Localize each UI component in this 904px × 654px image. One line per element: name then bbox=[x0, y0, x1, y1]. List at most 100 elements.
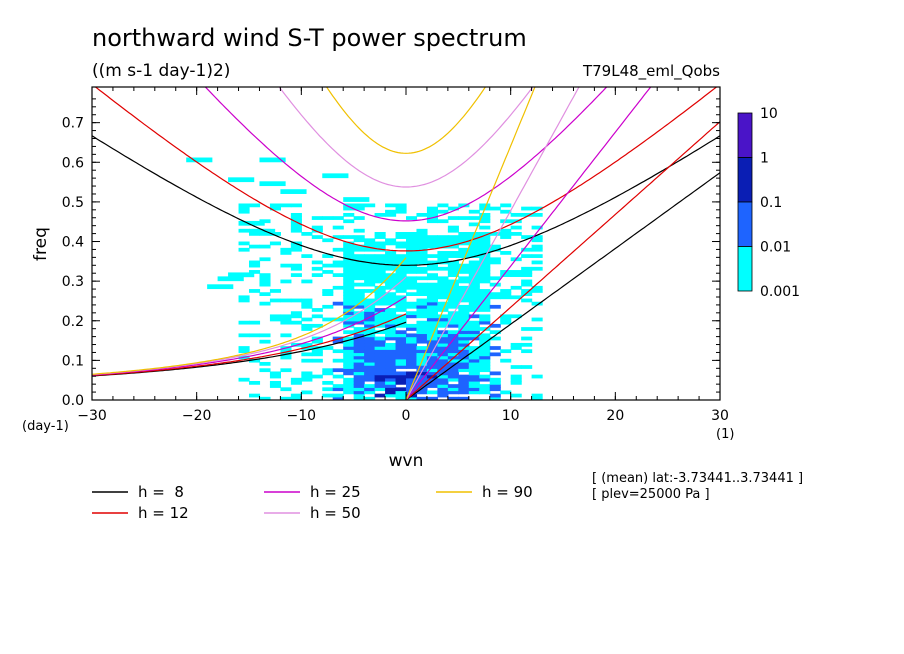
spectrum-cell bbox=[406, 285, 418, 290]
spectrum-cell bbox=[426, 254, 438, 258]
spectrum-cell bbox=[406, 380, 418, 385]
spectrum-cell bbox=[259, 292, 271, 297]
spectrum-cell bbox=[395, 323, 407, 328]
spectrum-cell bbox=[521, 336, 533, 341]
spectrum-cell bbox=[500, 228, 512, 233]
spectrum-cell bbox=[343, 320, 355, 325]
spectrum-cell bbox=[500, 314, 512, 319]
spectrum-cell bbox=[426, 241, 438, 246]
spectrum-cell bbox=[395, 339, 407, 344]
spectrum-cell bbox=[468, 292, 480, 297]
spectrum-cell bbox=[249, 228, 276, 234]
spectrum-cell bbox=[364, 304, 376, 309]
spectrum-cell bbox=[479, 358, 491, 363]
spectrum-cell bbox=[489, 323, 501, 328]
legend-label: h = 25 bbox=[310, 483, 361, 501]
spectrum-cell bbox=[489, 247, 501, 252]
spectrum-cell bbox=[395, 308, 407, 312]
spectrum-cell bbox=[479, 333, 491, 338]
x-tick-label: −30 bbox=[77, 408, 107, 424]
spectrum-cell bbox=[269, 374, 281, 379]
spectrum-cell bbox=[447, 317, 459, 322]
spectrum-cell bbox=[238, 295, 250, 300]
spectrum-cell bbox=[437, 282, 449, 287]
spectrum-cell bbox=[447, 301, 459, 306]
spectrum-cell bbox=[353, 295, 365, 300]
spectrum-cell bbox=[437, 320, 449, 325]
spectrum-cell bbox=[479, 276, 491, 281]
spectrum-cell bbox=[521, 235, 533, 239]
y-unit-label: (day-1) bbox=[22, 419, 69, 434]
spectrum-cell bbox=[426, 273, 438, 277]
spectrum-cell bbox=[406, 247, 418, 252]
dispersion-curves bbox=[92, 87, 720, 400]
spectrum-cell bbox=[416, 212, 428, 217]
spectrum-cell bbox=[280, 349, 292, 354]
spectrum-cell bbox=[468, 387, 480, 392]
spectrum-cell bbox=[458, 349, 470, 354]
spectrum-cell bbox=[510, 270, 522, 274]
spectrum-cell bbox=[458, 330, 470, 335]
x-tick-label: 0 bbox=[402, 408, 411, 424]
spectrum-cell bbox=[343, 304, 355, 309]
spectrum-cell bbox=[364, 298, 376, 303]
spectrum-cell bbox=[332, 301, 344, 306]
spectrum-cell bbox=[353, 393, 365, 398]
spectrum-cell bbox=[353, 342, 365, 347]
spectrum-cell bbox=[406, 358, 418, 363]
spectrum-cell bbox=[500, 295, 512, 300]
spectrum-cell bbox=[322, 387, 334, 392]
spectrum-cell bbox=[238, 349, 250, 354]
spectrum-cell bbox=[332, 374, 344, 379]
spectrum-cell bbox=[458, 327, 470, 331]
spectrum-cell bbox=[531, 301, 543, 306]
y-axis: 0.0 0.1 0.2 0.3 0.4 0.5 0.6 0.7 bbox=[62, 98, 720, 409]
spectrum-cell bbox=[479, 295, 491, 300]
spectrum-cell bbox=[395, 270, 407, 274]
spectrum-cell bbox=[447, 371, 459, 376]
spectrum-cell bbox=[301, 304, 313, 309]
spectrum-cell bbox=[416, 251, 428, 255]
spectrum-cell bbox=[406, 238, 418, 243]
spectrum-cell bbox=[343, 346, 355, 350]
spectrum-cell bbox=[311, 374, 323, 379]
spectrum-cell bbox=[468, 358, 480, 363]
spectrum-cell bbox=[395, 285, 407, 290]
spectrum-cell bbox=[426, 380, 438, 385]
spectrum-cell bbox=[374, 241, 386, 246]
spectrum-cell bbox=[322, 304, 334, 309]
y-axis-label: freq bbox=[31, 227, 51, 261]
chart-title: northward wind S-T power spectrum bbox=[92, 24, 527, 52]
spectrum-cell bbox=[269, 206, 281, 211]
spectrum-cell bbox=[364, 266, 376, 271]
spectrum-cell bbox=[447, 273, 459, 277]
spectrum-cell bbox=[332, 235, 344, 239]
spectrum-cell bbox=[416, 387, 428, 392]
spectrum-cell bbox=[385, 380, 397, 385]
spectrum-cell bbox=[290, 228, 302, 233]
spectrum-cell bbox=[269, 317, 281, 322]
spectrum-cell bbox=[374, 358, 386, 363]
spectrum-cell bbox=[458, 314, 470, 319]
spectrum-cell bbox=[343, 368, 355, 373]
spectrum-cell bbox=[343, 377, 355, 382]
spectrum-cell bbox=[259, 276, 271, 281]
spectrum-cell bbox=[426, 377, 438, 382]
spectrum-cell bbox=[332, 247, 344, 252]
colorbar-swatch bbox=[737, 157, 753, 203]
spectrum-cell bbox=[406, 276, 418, 281]
spectrum-cell bbox=[447, 330, 459, 335]
spectrum-cell bbox=[489, 336, 501, 341]
spectrum-cell bbox=[500, 317, 512, 322]
spectrum-cell bbox=[479, 336, 491, 341]
spectrum-cell bbox=[447, 244, 459, 249]
spectrum-cell bbox=[364, 346, 376, 350]
spectrum-cell bbox=[416, 323, 428, 328]
spectrum-cell bbox=[374, 292, 386, 297]
spectrum-cell bbox=[489, 260, 501, 265]
spectrum-cell bbox=[395, 266, 407, 271]
spectrum-cell bbox=[332, 393, 344, 398]
spectrum-cell bbox=[479, 301, 491, 306]
spectrum-cell bbox=[374, 260, 386, 265]
spectrum-cell bbox=[458, 216, 470, 220]
